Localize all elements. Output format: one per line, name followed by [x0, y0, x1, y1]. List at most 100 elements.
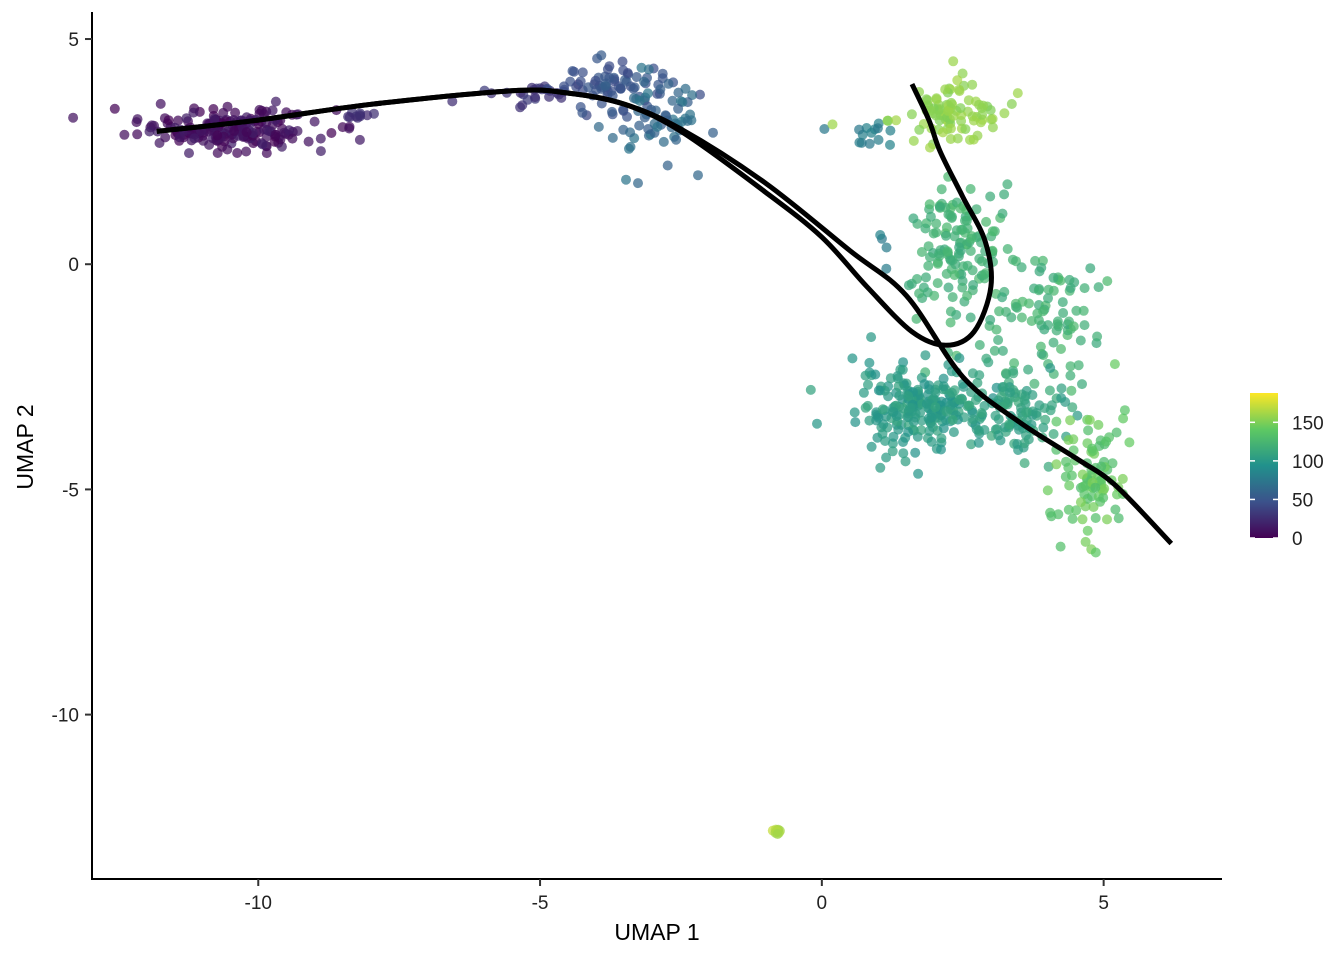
data-point — [1040, 414, 1051, 425]
data-point — [905, 403, 916, 413]
data-point — [977, 109, 988, 120]
data-point — [914, 124, 925, 135]
data-point — [1030, 255, 1041, 266]
data-point — [875, 462, 886, 473]
data-point — [945, 317, 956, 328]
data-point — [1048, 337, 1059, 348]
data-point — [680, 83, 691, 94]
data-point — [877, 428, 888, 439]
data-point — [979, 269, 990, 280]
data-point — [893, 373, 903, 384]
data-point — [1038, 422, 1049, 433]
data-point — [948, 427, 959, 438]
data-point — [942, 246, 953, 257]
data-point — [447, 96, 458, 107]
data-point — [1124, 437, 1135, 448]
data-point — [109, 103, 120, 114]
data-point — [1052, 319, 1063, 330]
data-point — [910, 447, 921, 458]
data-point — [985, 314, 996, 325]
data-point — [693, 170, 703, 181]
data-point — [997, 345, 1008, 356]
data-point — [1006, 99, 1017, 109]
data-point — [631, 72, 642, 82]
data-point — [1045, 363, 1056, 373]
data-point — [967, 79, 978, 90]
data-point — [209, 113, 220, 124]
data-point — [663, 78, 674, 89]
data-point — [990, 410, 1001, 421]
data-point — [229, 126, 240, 136]
data-point — [1016, 262, 1027, 273]
data-point — [954, 353, 965, 364]
data-point — [1071, 305, 1082, 316]
data-point — [284, 125, 295, 136]
data-point — [974, 370, 985, 381]
data-point — [900, 456, 911, 467]
data-point — [1044, 385, 1055, 396]
data-point — [943, 105, 954, 116]
data-point — [261, 148, 272, 159]
data-point — [903, 391, 914, 402]
data-point — [1078, 305, 1089, 316]
data-point — [930, 387, 941, 398]
data-point — [1031, 408, 1042, 418]
data-point — [1079, 489, 1090, 500]
data-point — [968, 414, 979, 425]
data-point — [885, 139, 895, 150]
data-point — [155, 98, 166, 109]
data-point — [625, 127, 636, 138]
data-point — [1079, 320, 1090, 331]
data-point — [940, 84, 951, 95]
data-point — [958, 381, 969, 392]
data-point — [1083, 425, 1094, 436]
data-point — [1013, 445, 1024, 455]
data-point — [860, 370, 871, 381]
data-point — [812, 418, 822, 429]
data-point — [941, 406, 952, 417]
data-point — [863, 379, 873, 390]
data-point — [695, 89, 705, 100]
data-point — [930, 110, 941, 121]
data-point — [1113, 513, 1124, 524]
data-point — [1119, 405, 1130, 416]
data-point — [957, 282, 968, 293]
x-tick-label: 0 — [817, 893, 828, 914]
data-point — [1064, 480, 1075, 491]
data-point — [972, 377, 983, 388]
data-point — [991, 324, 1002, 335]
data-point — [1033, 315, 1044, 326]
data-point — [949, 270, 960, 281]
data-point — [257, 139, 268, 150]
data-point — [943, 282, 954, 293]
data-point — [974, 253, 985, 264]
data-point — [898, 437, 908, 447]
data-point — [981, 353, 992, 364]
data-point — [267, 105, 278, 116]
data-point — [1051, 416, 1062, 427]
colorbar-label: 100 — [1292, 452, 1324, 473]
data-point — [230, 107, 241, 118]
data-point — [850, 417, 861, 428]
data-point — [934, 248, 944, 259]
data-point — [1110, 504, 1121, 515]
data-point — [962, 223, 973, 234]
data-point — [1080, 536, 1091, 547]
data-point — [1082, 525, 1093, 536]
data-point — [188, 107, 199, 118]
colorbar-label: 0 — [1292, 529, 1303, 550]
data-point — [618, 104, 629, 115]
trajectory-curves — [156, 83, 1174, 546]
data-point — [1056, 383, 1067, 394]
data-point — [962, 290, 973, 301]
data-point — [947, 292, 958, 303]
data-point — [999, 189, 1010, 200]
data-point — [965, 246, 976, 256]
data-point — [881, 263, 892, 274]
data-point — [966, 233, 977, 244]
data-point — [932, 278, 943, 289]
data-point — [1002, 179, 1013, 190]
data-point — [355, 111, 366, 122]
data-point — [893, 381, 904, 392]
data-point — [642, 88, 653, 99]
